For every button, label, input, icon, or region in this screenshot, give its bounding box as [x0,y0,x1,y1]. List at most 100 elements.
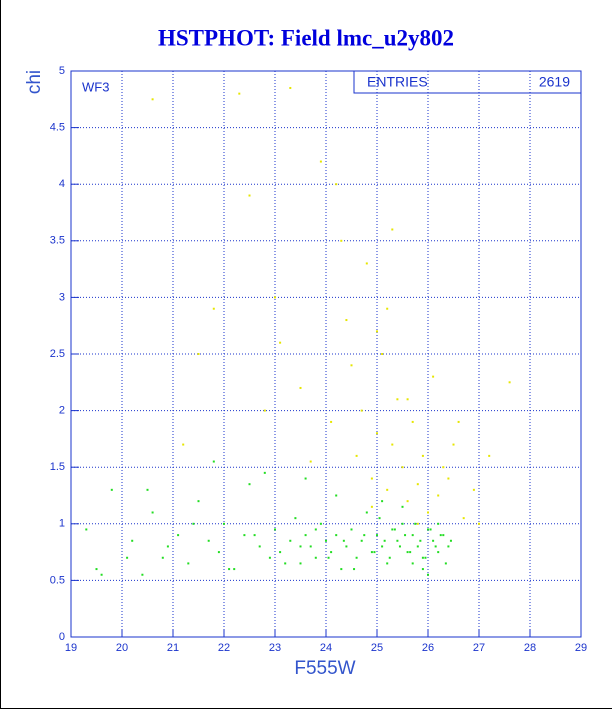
point [386,488,389,491]
x-tick-label: 20 [116,642,128,654]
x-tick-label: 22 [218,642,230,654]
y-tick-label: 3 [59,291,65,303]
stats-label: ENTRIES [367,74,428,90]
point [381,500,384,503]
point [268,556,271,559]
point [340,568,343,571]
point [304,477,307,480]
point [434,545,437,548]
point [330,551,333,554]
point [197,353,200,355]
point [365,511,368,514]
point [350,364,353,367]
y-tick-label: 0 [59,631,65,643]
y-axis-label: chi [24,70,45,94]
y-tick-label: 4 [59,178,65,190]
y-tick-label: 2.5 [50,348,65,360]
point [355,454,358,457]
y-tick-label: 0.5 [50,574,65,586]
point [442,534,445,537]
chart-title: HSTPHOT: Field lmc_u2y802 [158,25,454,50]
point [197,500,200,503]
point [345,319,348,322]
point [263,471,266,474]
point [207,539,210,542]
point [182,443,185,446]
x-tick-label: 23 [269,642,281,654]
point [419,539,422,542]
point [365,262,368,265]
point [363,534,366,537]
point [391,443,394,446]
point [360,409,363,412]
point [432,539,435,542]
point [409,551,412,554]
point [335,183,338,186]
point [462,517,465,520]
point [274,528,276,531]
point [396,539,399,542]
point [350,528,353,531]
point [279,551,282,554]
point [85,528,88,531]
y-tick-label: 4.5 [50,122,65,134]
point [228,568,231,571]
x-tick-label: 26 [422,642,434,654]
point [274,296,276,299]
point [335,534,338,537]
point [304,534,307,537]
point [429,528,432,531]
point [253,534,256,537]
point [478,522,480,525]
point [427,573,429,576]
point [177,534,180,537]
point [437,522,440,525]
point [401,505,404,508]
y-tick-label: 5 [59,65,65,77]
point [373,551,376,554]
point [233,568,236,571]
point [146,488,149,491]
point [355,556,358,559]
point [401,466,404,469]
stats-box [353,70,582,94]
point [381,545,384,548]
point [223,522,225,525]
point [340,239,343,242]
point [439,534,442,537]
point [393,528,396,531]
point [449,539,452,542]
point [299,562,302,565]
point [110,488,113,491]
x-tick-label: 29 [575,642,587,654]
point [319,522,322,525]
x-tick-label: 27 [473,642,485,654]
point [166,545,169,548]
point [396,398,399,401]
point [289,539,292,542]
x-tick-label: 19 [65,642,77,654]
point [386,307,389,310]
point [330,420,333,423]
point [404,534,407,537]
point [370,505,373,508]
point [314,528,317,531]
point [95,568,98,571]
point [442,466,445,469]
y-tick-label: 3.5 [50,235,65,247]
point [378,517,381,520]
point [126,556,129,559]
point [192,522,195,525]
point [452,443,455,446]
point [212,307,215,310]
point [187,562,190,565]
point [258,545,261,548]
x-tick-label: 25 [371,642,383,654]
point [427,511,429,514]
point [437,551,440,554]
point [421,568,424,571]
point [416,545,419,548]
point [447,545,450,548]
point [444,562,447,565]
point [141,573,144,576]
